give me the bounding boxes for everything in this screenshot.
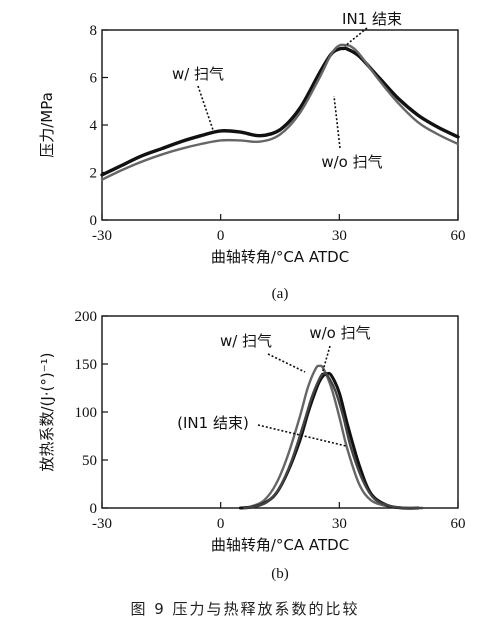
chart-b-leader-in1	[257, 424, 347, 447]
chart-b-annotation-w-scavenge: w/ 扫气	[220, 332, 272, 350]
chart-b-subplot-label: (b)	[271, 566, 289, 582]
chart-a-annotation-in1-end: IN1 结束	[342, 10, 402, 28]
chart-a-xtick-label: -30	[92, 228, 112, 244]
chart-a-ytick-label: 2	[90, 166, 98, 182]
chart-b-xlabel: 曲轴转角/°CA ATDC	[211, 536, 349, 554]
chart-b-frame	[101, 315, 459, 509]
chart-b-ytick-label: 150	[75, 357, 98, 373]
chart-a-ylabel: 压力/MPa	[38, 92, 56, 158]
chart-b-annotation-in1-end: (IN1 结束)	[177, 414, 249, 432]
chart-b-xtick-label: 30	[332, 516, 347, 532]
chart-a-xlabel: 曲轴转角/°CA ATDC	[211, 248, 349, 266]
chart-b-ytick-label: 50	[82, 453, 97, 469]
chart-b-leader-w	[267, 353, 306, 373]
chart-b-xtick-label: 60	[451, 516, 466, 532]
chart-a-lines	[100, 43, 460, 181]
chart-a-annotation-w-scavenge: w/ 扫气	[172, 65, 224, 83]
chart-b-xtick-label: 0	[217, 516, 225, 532]
chart-a-subplot-label: (a)	[272, 286, 289, 302]
chart-b-ylabel: 放热系数/(J·(°)⁻¹)	[38, 352, 56, 471]
chart-b-leader-wo	[321, 345, 331, 375]
chart-a-series-line-1	[100, 43, 460, 181]
chart-b-series-line-2	[243, 372, 424, 510]
chart-b-ytick-label: 200	[75, 309, 98, 325]
chart-a-xtick-label: 60	[451, 228, 466, 244]
chart-a-ytick-label: 0	[90, 213, 98, 229]
chart-a-ytick-label: 4	[90, 118, 98, 134]
figure-caption: 图 9 压力与热释放系数的比较	[130, 600, 360, 618]
chart-a-annotation-wo-scavenge: w/o 扫气	[321, 153, 382, 171]
chart-b-ytick-label: 0	[90, 501, 98, 517]
chart-b-series-line-0	[239, 364, 420, 510]
chart-b-annotation-wo-scavenge: w/o 扫气	[309, 324, 370, 342]
chart-a-leader-w	[197, 85, 214, 131]
chart-a-xtick-label: 30	[332, 228, 347, 244]
chart-b-xtick-label: -30	[92, 516, 112, 532]
chart-b-series-line-1	[238, 371, 420, 510]
chart-b-ytick-label: 100	[75, 405, 98, 421]
chart-a-xtick-label: 0	[217, 228, 225, 244]
chart-a-leader-in1	[344, 27, 368, 47]
chart-a-leader-wo	[333, 95, 341, 149]
chart-a-frame	[101, 29, 459, 221]
chart-a-ytick-label: 8	[90, 23, 98, 39]
chart-b-lines	[238, 364, 424, 510]
chart-a-series-line-0	[100, 46, 460, 177]
chart-a-ytick-label: 6	[90, 71, 98, 87]
